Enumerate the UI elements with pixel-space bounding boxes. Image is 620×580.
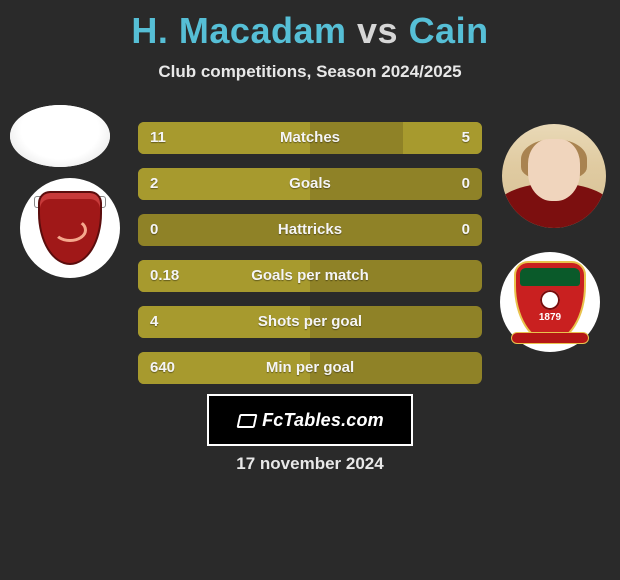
stat-label: Goals [138,168,482,200]
player2-club-crest: 1879 [500,252,600,352]
player1-avatar [10,105,110,167]
stat-row: 4Shots per goal [138,306,482,338]
player2-name: Cain [409,10,489,51]
subtitle: Club competitions, Season 2024/2025 [0,62,620,82]
stat-row: 0.18Goals per match [138,260,482,292]
stat-label: Hattricks [138,214,482,246]
stat-row: 20Goals [138,168,482,200]
player1-name: H. Macadam [131,10,346,51]
stat-label: Shots per goal [138,306,482,338]
crest-year: 1879 [539,312,561,323]
crest-emblem [53,218,87,242]
brand-text: FcTables.com [262,410,384,431]
vs-label: vs [357,10,398,51]
brand-logo-icon [236,410,256,430]
stat-label: Matches [138,122,482,154]
player2-avatar [502,124,606,228]
crest-ribbon [511,332,589,344]
date-label: 17 november 2024 [0,454,620,474]
crest-top [520,268,580,286]
crest-ball-icon [540,290,560,310]
stat-label: Goals per match [138,260,482,292]
player1-club-crest: MORECAMBE FC [20,178,120,278]
stat-row: 00Hattricks [138,214,482,246]
stat-label: Min per goal [138,352,482,384]
stat-row: 640Min per goal [138,352,482,384]
page-title: H. Macadam vs Cain [0,0,620,52]
stat-row: 115Matches [138,122,482,154]
brand-box: FcTables.com [207,394,413,446]
comparison-chart: 115Matches 20Goals 00Hattricks 0.18Goals pe… [138,122,482,398]
